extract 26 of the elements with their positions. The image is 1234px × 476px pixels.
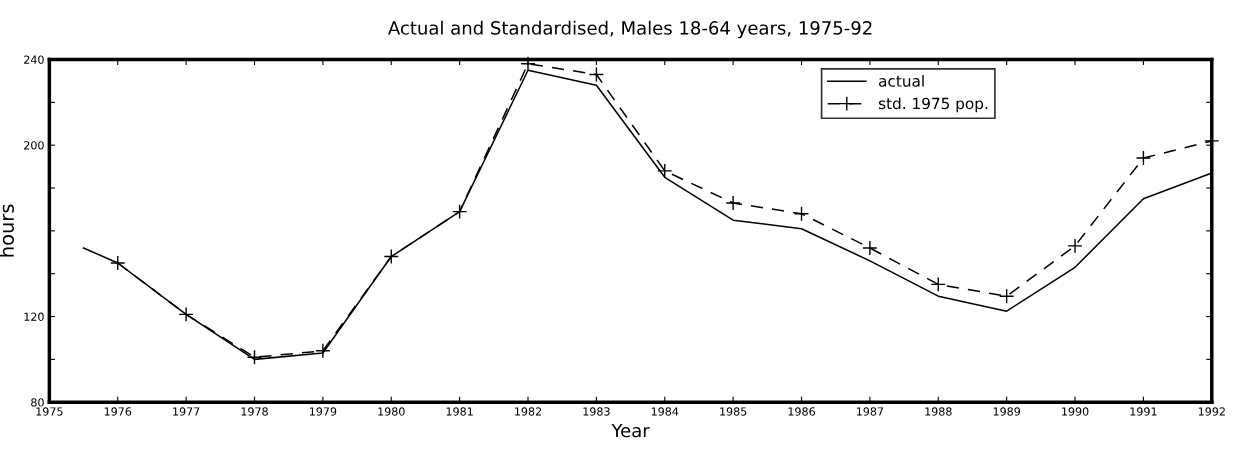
legend-label: actual xyxy=(879,74,924,87)
y-tick-label: 200 xyxy=(24,141,44,150)
x-tick-label: 1975 xyxy=(36,407,63,416)
x-tick-label: 1985 xyxy=(720,407,747,416)
x-tick-label: 1988 xyxy=(925,407,952,416)
legend-label: std. 1975 pop. xyxy=(878,97,988,113)
x-tick-label: 1990 xyxy=(1062,407,1089,416)
x-tick-label: 1976 xyxy=(104,407,132,416)
x-tick-label: 1981 xyxy=(446,407,473,416)
x-tick-label: 1987 xyxy=(856,407,884,416)
y-tick-label: 120 xyxy=(24,312,44,321)
chart-title: Actual and Standardised, Males 18-64 years, 1975-92 xyxy=(388,20,872,39)
x-tick-label: 1992 xyxy=(1198,407,1225,416)
x-tick-label: 1986 xyxy=(788,407,815,416)
x-tick-label: 1984 xyxy=(651,407,679,416)
y-tick-label: 240 xyxy=(24,55,44,64)
x-tick-label: 1977 xyxy=(173,407,200,416)
x-axis-title: Year xyxy=(611,423,650,438)
x-tick-label: 1991 xyxy=(1130,407,1157,416)
y-tick-label: 80 xyxy=(31,398,44,407)
x-tick-label: 1983 xyxy=(583,407,610,416)
x-tick-label: 1982 xyxy=(515,407,542,416)
x-tick-label: 1978 xyxy=(241,407,268,416)
x-tick-label: 1989 xyxy=(993,407,1021,416)
x-tick-label: 1980 xyxy=(378,407,405,416)
x-tick-label: 1979 xyxy=(309,407,337,416)
